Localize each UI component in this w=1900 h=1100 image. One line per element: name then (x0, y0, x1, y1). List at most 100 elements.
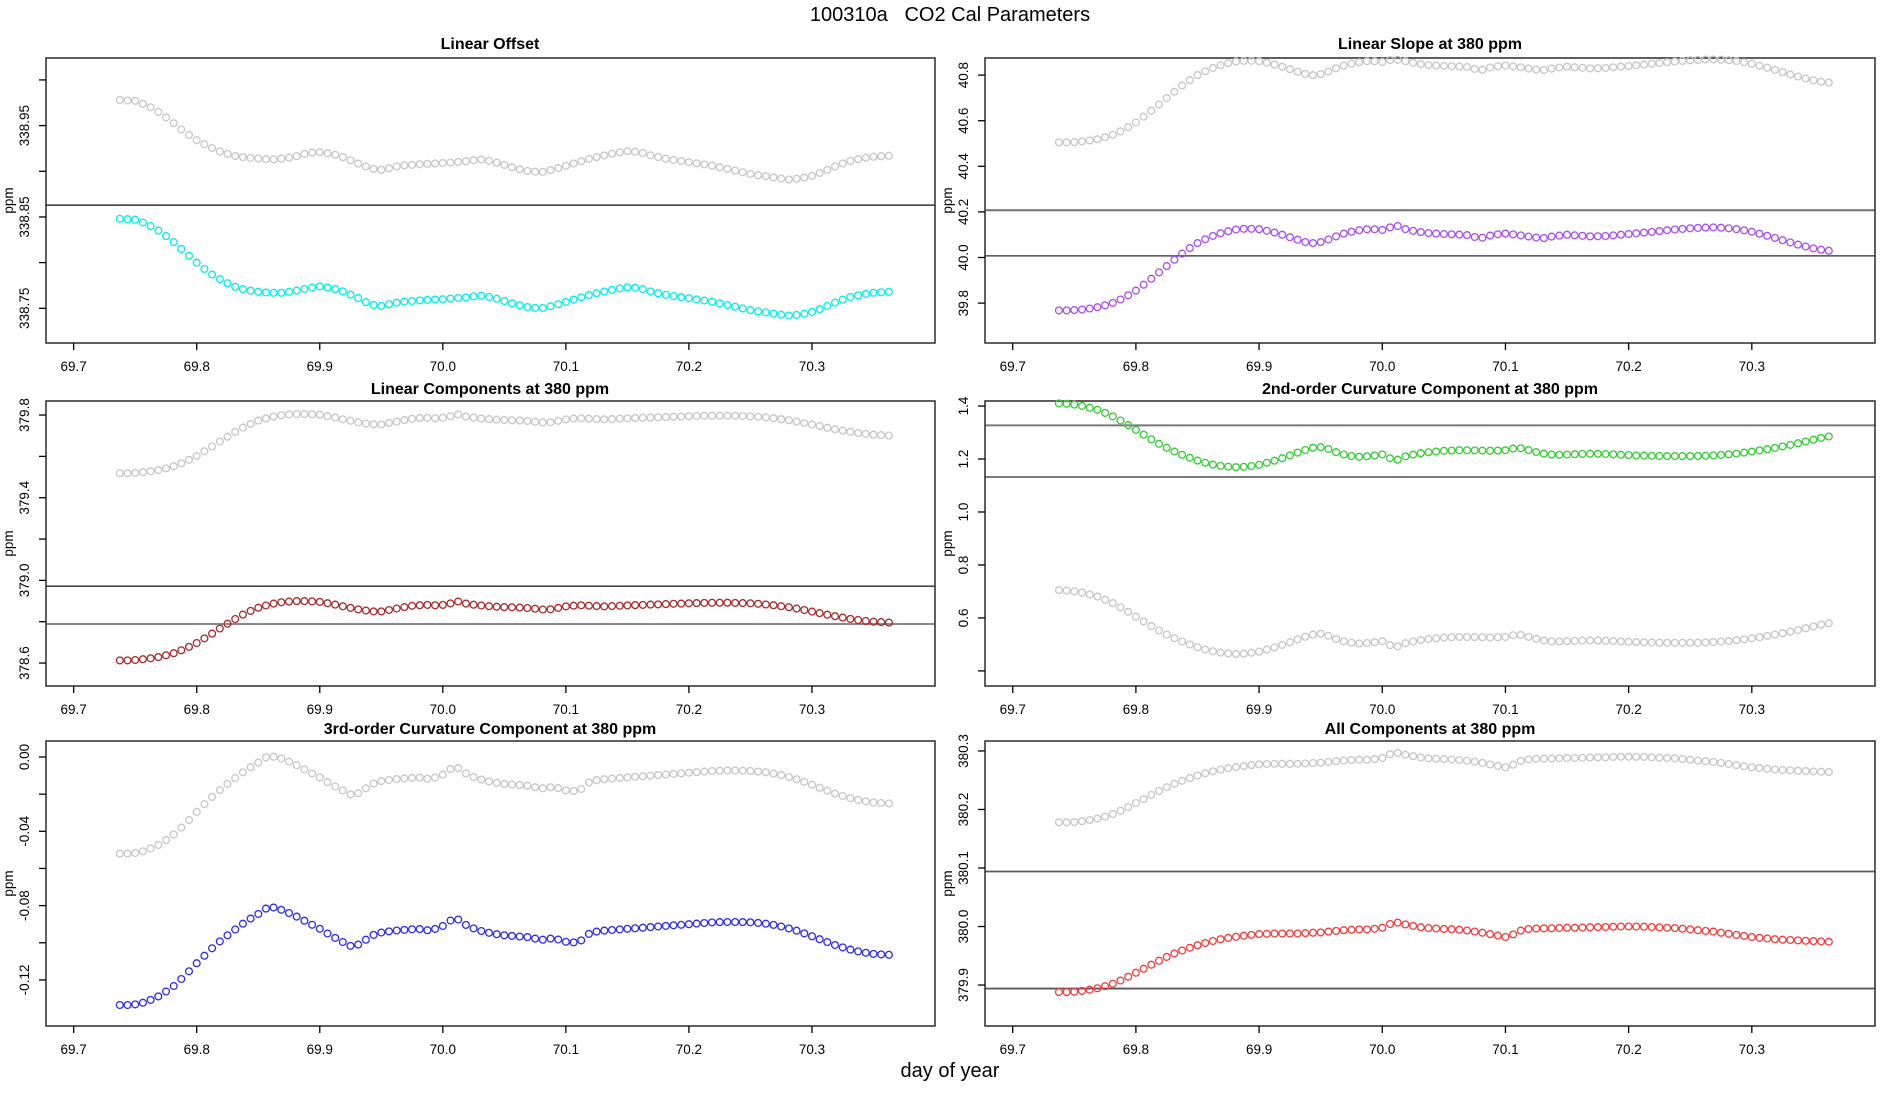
x-tick-label: 70.3 (1739, 702, 1765, 717)
x-tick-label: 69.8 (184, 702, 210, 717)
x-axis-ticks: 69.7 69.8 69.9 70.0 70.1 70.2 70.3 (61, 686, 825, 717)
x-tick-label: 70.2 (676, 1042, 702, 1057)
x-tick-label: 70.0 (1369, 359, 1395, 374)
x-tick-label: 70.0 (430, 1042, 456, 1057)
panel-title-linear-slope: Linear Slope at 380 ppm (1337, 36, 1523, 53)
y-tick-label: 39.8 (956, 290, 971, 316)
series-gray-markers (1054, 55, 1833, 147)
x-tick-label: 69.8 (1123, 359, 1149, 374)
y-tick-label: 1.0 (956, 503, 971, 522)
x-tick-label: 70.1 (553, 1042, 579, 1057)
panel-2: 69.7 69.8 69.9 70.0 70.1 70.2 70.3378.6379.037… (1, 398, 936, 717)
panel-1: 69.7 69.8 69.9 70.0 70.1 70.2 70.3 39.8 40.0 40.2… (940, 55, 1876, 374)
y-axis-ticks: 379.9 380.0 380.1 380.2 380.3 (956, 734, 985, 1002)
x-tick-label: 69.9 (307, 1042, 333, 1057)
series-gray-markers (115, 752, 893, 858)
y-axis-title: ppm (1, 530, 16, 556)
y-tick-label: 1.4 (956, 396, 971, 415)
y-axis-ticks: 0.6 0.8 1.0 1.2 1.4 (956, 396, 985, 672)
x-axis-ticks: 69.7 69.8 69.9 70.0 70.1 70.2 70.3 (1000, 1026, 1765, 1057)
panel-0: 69.7 69.8 69.9 70.0 70.1 70.2 70.3 338.75 338.85… (1, 57, 936, 374)
panel-5: 69.7 69.8 69.9 70.0 70.1 70.2 70.3 379.9 380.0 38… (940, 734, 1876, 1057)
x-tick-label: 70.0 (1369, 702, 1395, 717)
x-tick-label: 70.1 (1492, 702, 1518, 717)
x-tick-label: 70.0 (430, 359, 456, 374)
y-tick-label: 379.9 (956, 968, 971, 1002)
x-tick-label: 69.7 (1000, 1042, 1026, 1057)
x-axis-ticks: 69.7 69.8 69.9 70.0 70.1 70.2 70.3 (61, 1026, 825, 1057)
panel-title-2nd-order-curvature: 2nd-order Curvature Component at 380 ppm (1261, 381, 1599, 398)
x-tick-label: 70.0 (1369, 1042, 1395, 1057)
x-tick-label: 69.7 (61, 702, 87, 717)
x-tick-label: 70.2 (1615, 702, 1641, 717)
x-tick-label: 69.7 (61, 359, 87, 374)
x-tick-label: 70.1 (1492, 1042, 1518, 1057)
y-tick-label: 379.0 (17, 563, 32, 597)
y-tick-label: 40.0 (956, 244, 971, 270)
y-tick-label: 380.1 (956, 851, 971, 885)
plot-frame (984, 740, 1876, 1027)
x-tick-label: 69.8 (184, 1042, 210, 1057)
y-tick-label: 0.6 (956, 609, 971, 628)
y-axis-title: ppm (940, 870, 955, 896)
panel-title-all-components: All Components at 380 ppm (1324, 721, 1536, 738)
series-gray-markers (1054, 748, 1833, 827)
y-tick-label: 40.6 (956, 108, 971, 134)
plot-frame (984, 400, 1876, 687)
y-tick-label: 380.0 (956, 910, 971, 944)
series-cyan-markers (115, 214, 893, 320)
x-tick-label: 70.3 (799, 1042, 825, 1057)
y-tick-label: 40.8 (956, 62, 971, 88)
x-tick-label: 69.7 (61, 1042, 87, 1057)
y-axis-ticks: 378.6 379.0 379.4 379.8 (17, 398, 46, 680)
y-axis-title: ppm (1, 870, 16, 896)
panel-title-linear-offset: Linear Offset (440, 36, 540, 53)
x-axis-ticks: 69.7 69.8 69.9 70.0 70.1 70.2 70.3 (1000, 343, 1765, 374)
x-tick-label: 69.9 (1246, 359, 1272, 374)
series-red-markers (1054, 918, 1833, 997)
x-tick-label: 70.3 (799, 702, 825, 717)
y-axis-ticks: 39.8 40.0 40.2 40.4 40.6 40.8 (956, 62, 985, 316)
y-tick-label: 1.2 (956, 450, 971, 469)
x-axis-title: day of year (900, 1060, 1000, 1082)
figure-title: 100310a CO2 Cal Parameters (809, 4, 1091, 26)
plot-frame (984, 57, 1876, 344)
y-tick-label: 379.4 (17, 480, 32, 514)
series-darkred-markers (115, 597, 893, 665)
x-tick-label: 69.9 (307, 359, 333, 374)
x-tick-label: 70.2 (676, 702, 702, 717)
series-gray-markers (1054, 586, 1833, 658)
x-tick-label: 70.3 (1739, 359, 1765, 374)
y-axis-title: ppm (940, 530, 955, 556)
plot-frame (45, 57, 936, 344)
panel-title-3rd-order-curvature: 3rd-order Curvature Component at 380 ppm (323, 721, 657, 738)
y-tick-label: 338.75 (17, 288, 32, 329)
x-tick-label: 69.8 (184, 359, 210, 374)
y-tick-label: 380.2 (956, 793, 971, 827)
x-axis-ticks: 69.7 69.8 69.9 70.0 70.1 70.2 70.3 (61, 343, 825, 374)
y-tick-label: -0.04 (17, 815, 32, 846)
x-tick-label: 69.9 (307, 702, 333, 717)
y-axis-ticks: -0.12 -0.08 -0.04 0.00 (17, 744, 46, 995)
x-tick-label: 70.1 (1492, 359, 1518, 374)
y-tick-label: 379.8 (17, 398, 32, 432)
y-axis-title: ppm (1, 187, 16, 213)
y-tick-label: 0.8 (956, 556, 971, 575)
y-tick-label: 338.85 (17, 196, 32, 237)
y-tick-label: 0.00 (17, 744, 32, 770)
series-gray-markers (115, 409, 893, 478)
y-tick-label: -0.12 (17, 965, 32, 996)
y-tick-label: 380.3 (956, 734, 971, 768)
series-blue-markers (115, 903, 893, 1010)
x-tick-label: 70.3 (1739, 1042, 1765, 1057)
y-axis-ticks: 338.75 338.85 338.95 (17, 79, 46, 329)
x-tick-label: 70.2 (1615, 1042, 1641, 1057)
x-tick-label: 70.0 (430, 702, 456, 717)
panel-3: 69.7 69.8 69.9 70.0 70.1 70.2 70.3 0.6 0.8 1.0 1.2… (940, 396, 1876, 717)
y-tick-label: 40.2 (956, 199, 971, 225)
x-tick-label: 69.9 (1246, 702, 1272, 717)
y-axis-title: ppm (940, 187, 955, 213)
series-gray-markers (115, 95, 893, 184)
x-tick-label: 69.8 (1123, 702, 1149, 717)
